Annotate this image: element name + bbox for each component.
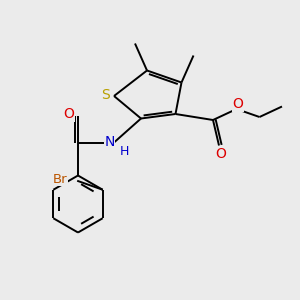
Text: H: H bbox=[120, 145, 129, 158]
Text: Br: Br bbox=[53, 173, 68, 186]
Text: O: O bbox=[63, 107, 74, 121]
Text: O: O bbox=[232, 97, 243, 111]
Text: O: O bbox=[215, 147, 226, 161]
Text: N: N bbox=[104, 136, 115, 149]
Text: S: S bbox=[101, 88, 110, 102]
